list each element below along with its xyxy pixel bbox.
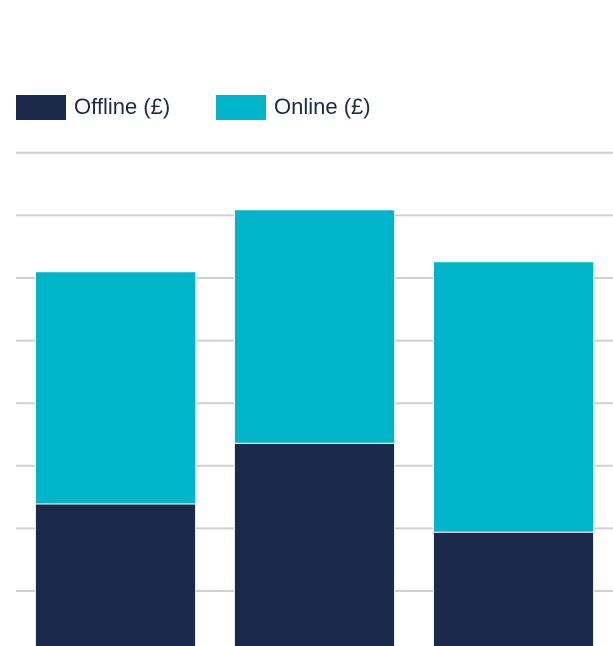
legend-label: Online (£) (274, 94, 371, 119)
bar-segment (432, 261, 595, 533)
legend-swatch (16, 95, 66, 120)
bar-segment (233, 209, 396, 444)
bar-segment (432, 531, 595, 646)
legend-swatch (216, 95, 266, 120)
bar-segment (233, 442, 396, 646)
legend-label: Offline (£) (74, 94, 170, 119)
bar-segment (34, 271, 197, 505)
bar-segment (34, 503, 197, 646)
